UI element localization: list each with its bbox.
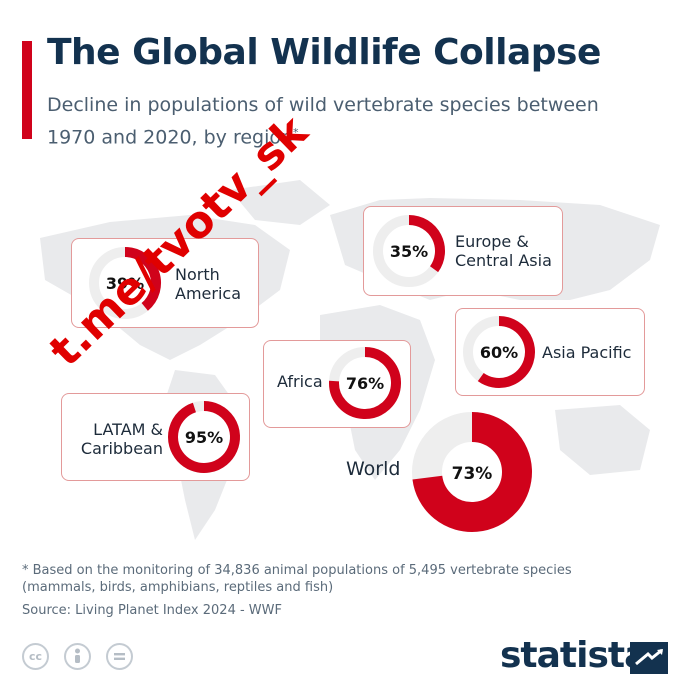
donut-arc-latam-caribbean (168, 401, 240, 473)
accent-bar (22, 41, 32, 139)
label-line: LATAM & (93, 420, 163, 439)
region-card-north-america (71, 238, 259, 328)
value-label-latam-caribbean: 95% (185, 428, 223, 447)
donut-arc-europe-central-asia (408, 215, 445, 273)
region-label-latam-caribbean: LATAM & Caribbean (79, 420, 163, 458)
cc-icon[interactable]: cc (22, 643, 49, 670)
statista-logo-icon (630, 642, 668, 674)
label-line: North (175, 265, 220, 284)
label-line: America (175, 284, 241, 303)
region-label-europe-central-asia: Europe & Central Asia (455, 232, 552, 270)
donut-latam-caribbean: 95% (168, 401, 240, 473)
page-subtitle: Decline in populations of wild vertebrat… (47, 92, 607, 151)
region-label-north-america: North America (175, 265, 241, 303)
page-title: The Global Wildlife Collapse (47, 32, 601, 73)
donut-arc-asia-pacific (477, 316, 535, 388)
value-label-europe-central-asia: 35% (390, 242, 428, 261)
equals-icon (114, 653, 125, 660)
donut-africa: 76% (329, 347, 401, 419)
value-label-north-america: 39% (106, 274, 144, 293)
donut-world: 73% (412, 412, 532, 532)
subtitle-footnote-mark: * (293, 126, 299, 139)
region-label-asia-pacific: Asia Pacific (542, 343, 632, 362)
donut-arc-north-america (124, 247, 161, 311)
donut-north-america: 39% (89, 247, 161, 319)
label-line: Caribbean (80, 439, 163, 458)
value-label-world: 73% (452, 464, 493, 484)
no-derivatives-icon[interactable] (106, 643, 133, 670)
region-label-world: World (346, 458, 401, 480)
region-label-africa: Africa (277, 372, 323, 391)
source-note: Source: Living Planet Index 2024 - WWF (22, 603, 282, 618)
person-icon (75, 648, 80, 663)
donut-arc-africa (329, 347, 401, 419)
donut-europe-central-asia: 35% (373, 215, 445, 287)
subtitle-text: Decline in populations of wild vertebrat… (47, 94, 599, 149)
statista-logo-text[interactable]: statista (500, 635, 648, 676)
donut-arc-world (412, 412, 532, 532)
label-line: Europe & (455, 232, 529, 251)
footnote: * Based on the monitoring of 34,836 anim… (22, 563, 572, 595)
label-line: Central Asia (455, 251, 552, 270)
value-label-asia-pacific: 60% (480, 343, 518, 362)
value-label-africa: 76% (346, 374, 384, 393)
donut-asia-pacific: 60% (463, 316, 535, 388)
attribution-icon[interactable] (64, 643, 91, 670)
